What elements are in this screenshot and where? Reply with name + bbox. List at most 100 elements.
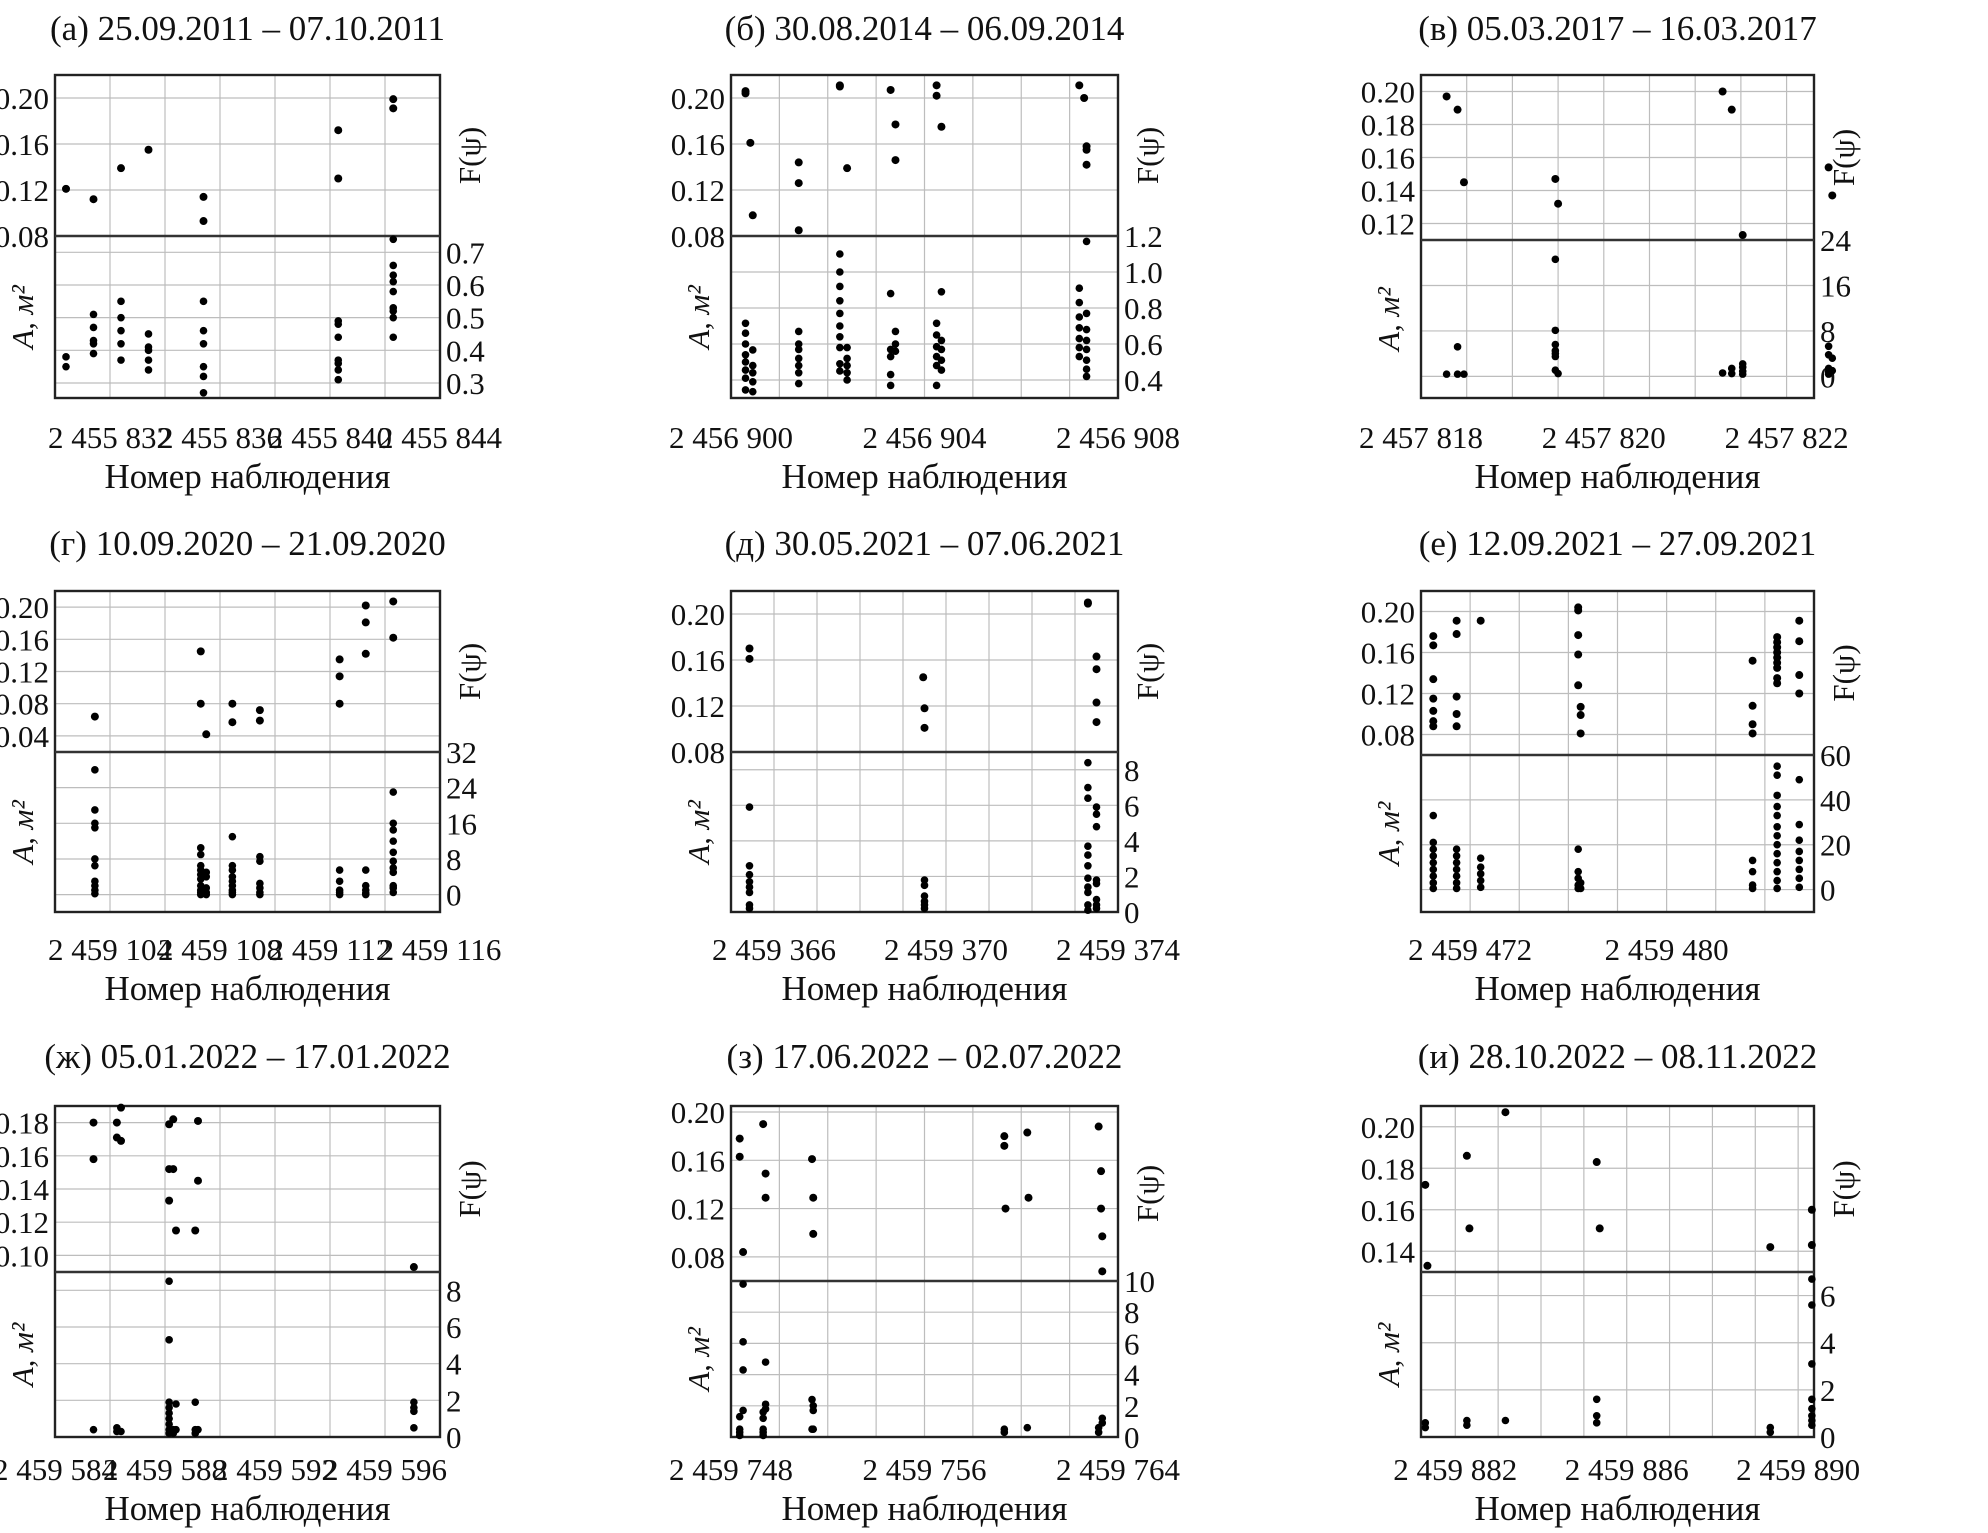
area-data-point [741, 386, 750, 394]
area-data-point [1773, 771, 1781, 779]
f-psi-data-point [761, 1169, 770, 1178]
area-data-point [1094, 1428, 1103, 1437]
f-psi-data-point [1795, 689, 1804, 698]
area-data-point [117, 356, 125, 364]
area-data-point [1429, 858, 1438, 867]
f-psi-data-point [334, 126, 343, 135]
area-data-point [1084, 883, 1092, 891]
area-data-point [932, 319, 941, 328]
f-psi-data-point [843, 164, 852, 173]
area-data-point [196, 850, 205, 859]
f-psi-data-point [1576, 729, 1585, 738]
area-data-point [748, 387, 757, 396]
area-data-point [1084, 901, 1092, 909]
f-psi-data-point [1442, 92, 1451, 101]
left-tick-label: 0.16 [0, 622, 49, 657]
f-psi-data-point [89, 1118, 98, 1127]
panel-title: (а) 25.09.2011 – 07.10.2011 [50, 9, 445, 48]
panel-title: (и) 28.10.2022 – 08.11.2022 [1418, 1037, 1818, 1076]
area-data-point [91, 855, 99, 863]
area-data-point [761, 1405, 770, 1413]
area-axis-label: A, м² [1371, 801, 1406, 867]
f-psi-axis-label: F(ψ) [452, 1160, 487, 1217]
area-data-point [741, 340, 750, 348]
right-tick-label: 8 [1124, 753, 1140, 788]
f-psi-data-point [1429, 706, 1438, 715]
area-data-point [89, 349, 98, 358]
area-data-point [389, 333, 398, 342]
area-data-point [1082, 325, 1091, 334]
area-data-point [361, 890, 370, 899]
f-psi-data-point [920, 723, 929, 732]
chart-panel: (б) 30.08.2014 – 06.09.2014 2 456 900 2 45… [669, 9, 1180, 496]
area-data-point [389, 313, 398, 322]
area-data-point [937, 336, 946, 345]
f-psi-data-point [1574, 631, 1583, 640]
right-tick-label: 16 [1820, 268, 1851, 303]
area-data-point [1773, 876, 1781, 885]
area-data-point [1084, 783, 1092, 792]
area-data-point [202, 872, 211, 881]
area-data-point [891, 347, 900, 356]
f-psi-data-point [1574, 606, 1583, 615]
x-tick-label: 2 459 764 [1056, 1452, 1181, 1487]
area-data-point [794, 369, 803, 377]
right-tick-label: 0.4 [1124, 363, 1163, 398]
area-axis-label: A, м² [681, 1327, 716, 1393]
f-psi-data-point [1429, 694, 1438, 703]
area-data-point [1429, 884, 1438, 893]
area-data-point [1795, 883, 1804, 892]
f-psi-data-point [389, 633, 398, 642]
area-data-point [745, 877, 754, 886]
x-tick-label: 2 456 908 [1056, 420, 1180, 455]
area-data-point [1808, 1395, 1816, 1404]
area-data-point [1795, 874, 1804, 883]
area-data-point [199, 297, 208, 306]
area-data-point [1082, 237, 1091, 246]
area-data-point [1084, 906, 1092, 915]
f-psi-data-point [361, 649, 370, 658]
area-data-point [1795, 856, 1804, 865]
area-data-point [886, 381, 895, 390]
area-data-point [1082, 345, 1091, 354]
f-psi-data-point [748, 211, 757, 220]
area-data-point [748, 361, 757, 370]
area-data-point [836, 360, 844, 368]
left-tick-label: 0.20 [671, 1095, 725, 1130]
f-psi-data-point [1082, 160, 1091, 169]
left-tick-label: 0.12 [0, 173, 49, 208]
chart-panel: (и) 28.10.2022 – 08.11.2022 2 459 882 2 45… [1361, 1037, 1861, 1528]
x-tick-label: 2 459 584 [0, 1452, 118, 1487]
f-psi-data-point [809, 1193, 818, 1202]
area-data-point [91, 889, 99, 898]
f-psi-data-point [761, 1193, 770, 1202]
area-data-point [91, 766, 99, 774]
f-psi-data-point [759, 1120, 768, 1129]
area-data-point [1828, 354, 1837, 363]
right-tick-label: 60 [1820, 738, 1851, 773]
x-tick-label: 2 459 112 [269, 932, 392, 967]
area-axis-label: A, м² [5, 800, 40, 866]
area-data-point [389, 837, 398, 845]
f-psi-axis-label: F(ψ) [1130, 127, 1165, 184]
panel-title: (з) 17.06.2022 – 02.07.2022 [727, 1037, 1123, 1076]
area-data-point [228, 866, 237, 874]
area-axis-label: A, м² [1371, 1322, 1406, 1388]
area-data-point [920, 876, 929, 884]
f-psi-data-point [1080, 94, 1089, 102]
x-tick-label: 2 459 374 [1056, 932, 1181, 967]
f-psi-data-point [335, 699, 344, 708]
f-psi-data-point [794, 158, 803, 167]
area-data-point [741, 319, 750, 328]
area-data-point [761, 1358, 770, 1366]
area-data-point [144, 356, 153, 364]
area-data-point [1452, 879, 1461, 887]
area-data-point [389, 857, 398, 865]
area-data-point [334, 359, 343, 368]
area-data-point [741, 366, 750, 374]
right-tick-label: 4 [1124, 1358, 1140, 1393]
area-data-point [361, 866, 370, 874]
f-psi-data-point [1807, 1241, 1816, 1250]
area-data-point [334, 320, 343, 328]
